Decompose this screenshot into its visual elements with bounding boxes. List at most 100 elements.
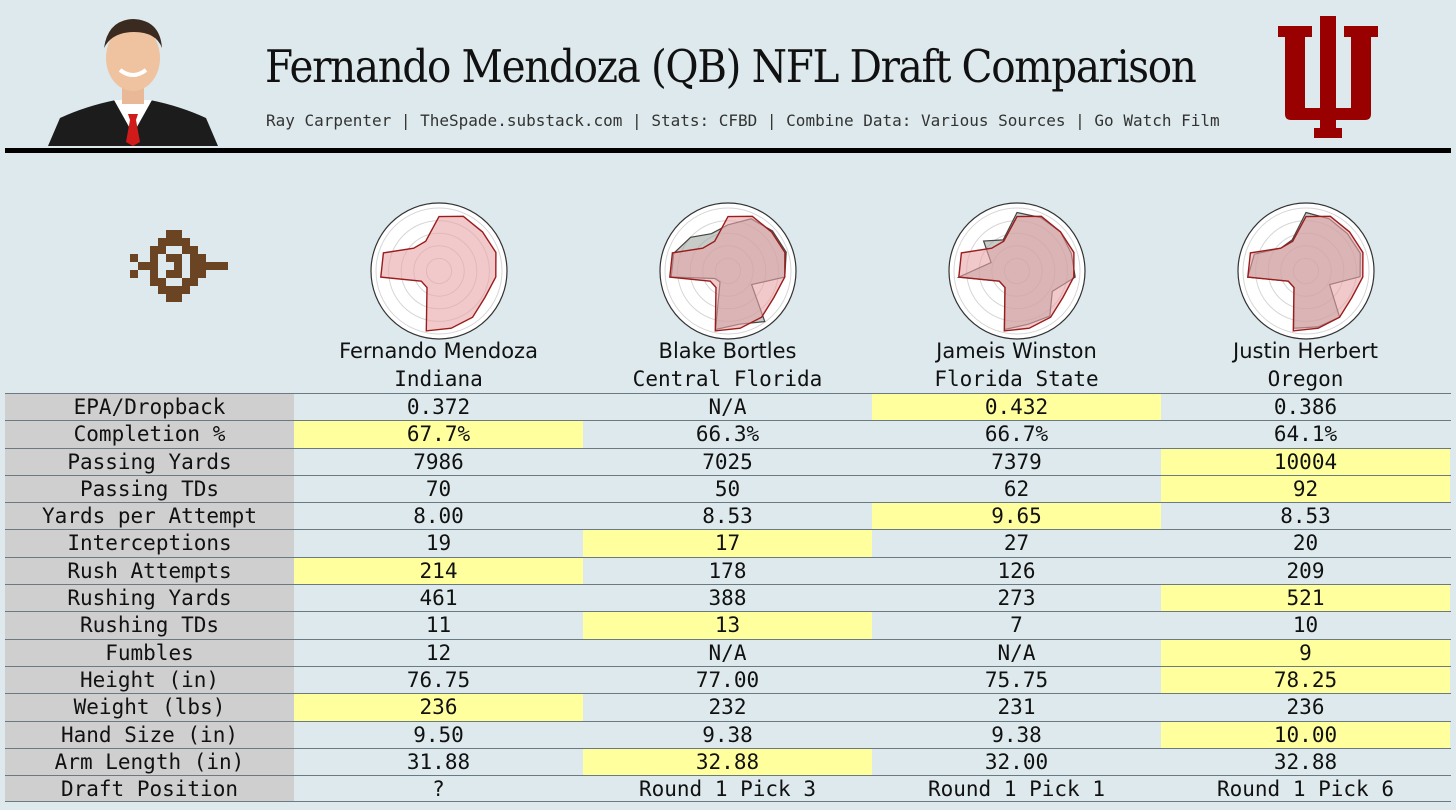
player-header: Fernando Mendoza Indiana [294, 338, 583, 393]
radar-chart [948, 202, 1086, 340]
row-label: Rushing Yards [5, 585, 294, 612]
radar-grid-ring [664, 207, 792, 335]
table-cell: N/A [708, 640, 747, 665]
player-name: Justin Herbert [1233, 339, 1378, 363]
table-cell: 236 [1286, 695, 1325, 720]
table-cell: Round 1 Pick 1 [927, 777, 1105, 802]
table-cell: 32.88 [1273, 749, 1338, 774]
page-subtitle: Ray Carpenter | TheSpade.substack.com | … [266, 111, 1220, 130]
radar-chart [370, 202, 508, 340]
row-label: Rushing TDs [5, 612, 294, 639]
table-cell: 10 [1292, 613, 1319, 638]
row-label: Passing Yards [5, 448, 294, 475]
table-row: Hand Size (in) 9.50 9.38 9.38 10.00 [5, 720, 1451, 748]
player-school: Indiana [394, 366, 483, 391]
table-cell: 126 [997, 558, 1036, 583]
row-label: Hand Size (in) [5, 721, 294, 748]
radar-mendoza-area [958, 215, 1075, 332]
table-row: Arm Length (in) 31.88 32.88 32.00 32.88 [5, 747, 1451, 776]
row-label: Passing TDs [5, 475, 294, 503]
player-header: Justin Herbert Oregon [1161, 338, 1450, 393]
table-cell-best: 17 [583, 530, 872, 557]
row-label: Completion % [5, 421, 294, 448]
table-cell: 209 [1286, 558, 1325, 583]
table-cell: 7025 [702, 449, 753, 474]
table-cell-best: 92 [1161, 475, 1450, 503]
row-label: Yards per Attempt [5, 503, 294, 530]
table-row: EPA/Dropback 0.372 N/A 0.432 0.386 [5, 393, 1451, 421]
table-cell: Round 1 Pick 3 [638, 777, 816, 802]
table-cell: 9.50 [413, 722, 464, 747]
table-cell: 388 [708, 586, 747, 611]
table-cell: 232 [708, 695, 747, 720]
table-cell: 32.00 [984, 749, 1049, 774]
table-cell: 27 [1003, 531, 1030, 556]
radar-mendoza-area [669, 215, 786, 332]
table-cell-best: 67.7% [294, 421, 583, 448]
table-row: Height (in) 76.75 77.00 75.75 78.25 [5, 665, 1451, 694]
table-row: Yards per Attempt 8.00 8.53 9.65 8.53 [5, 502, 1451, 530]
player-name: Blake Bortles [658, 339, 797, 363]
table-cell: 12 [425, 640, 452, 665]
table-cell-best: 13 [583, 612, 872, 639]
radar-grid-ring [375, 207, 503, 335]
table-cell: 0.386 [1273, 395, 1338, 419]
table-cell: 50 [714, 476, 741, 501]
table-cell-best: 10004 [1161, 448, 1450, 475]
table-cell-best: 214 [294, 557, 583, 585]
table-cell-best: 9 [1161, 639, 1450, 666]
radar-grid-ring [1242, 207, 1370, 335]
table-cell-best: 236 [294, 694, 583, 721]
table-row: Passing TDs 70 50 62 92 [5, 474, 1451, 503]
table-cell: 76.75 [406, 667, 471, 692]
table-row: Weight (lbs) 236 232 231 236 [5, 693, 1451, 721]
table-row: Passing Yards 7986 7025 7379 10004 [5, 447, 1451, 475]
table-cell: 31.88 [406, 749, 471, 774]
table-cell: 9.38 [991, 722, 1042, 747]
table-row: Draft Position? Round 1 Pick 3 Round 1 Pic… [5, 775, 1451, 803]
header-divider [5, 148, 1451, 153]
radar-grid-ring [953, 207, 1081, 335]
table-cell: N/A [708, 395, 747, 419]
row-label: Height (in) [5, 666, 294, 694]
table-cell-best: 9.65 [872, 503, 1161, 530]
radar-chart [1237, 202, 1375, 340]
row-label: Interceptions [5, 530, 294, 557]
page-title: Fernando Mendoza (QB) NFL Draft Comparis… [265, 40, 1197, 93]
table-cell: 273 [997, 586, 1036, 611]
player-header: Blake Bortles Central Florida [583, 338, 872, 393]
spade-logo-icon [130, 230, 228, 302]
table-cell: 77.00 [695, 667, 760, 692]
table-cell: 8.53 [702, 504, 753, 529]
table-cell: 19 [425, 531, 452, 556]
table-row: Interceptions 19 17 27 20 [5, 529, 1451, 557]
table-cell-best: 10.00 [1161, 721, 1450, 748]
table-cell: 11 [425, 613, 452, 638]
table-cell: 7379 [991, 449, 1042, 474]
row-label: Weight (lbs) [5, 694, 294, 721]
table-cell: 62 [1003, 476, 1030, 501]
table-cell: 20 [1292, 531, 1319, 556]
table-cell: 231 [997, 695, 1036, 720]
table-cell: 8.00 [413, 504, 464, 529]
table-cell: Round 1 Pick 6 [1216, 777, 1394, 802]
player-school: Central Florida [632, 366, 823, 391]
table-row: Completion % 67.7% 66.3% 66.7% 64.1% [5, 420, 1451, 448]
radar-chart [659, 202, 797, 340]
table-row: Rushing TDs 11 13 7 10 [5, 611, 1451, 639]
player-school: Oregon [1267, 366, 1344, 391]
table-cell: 66.3% [695, 422, 760, 447]
table-cell-best: 521 [1161, 585, 1450, 612]
table-cell: N/A [997, 640, 1036, 665]
table-cell: 7986 [413, 449, 464, 474]
table-cell-best: 0.432 [872, 394, 1161, 421]
table-cell: 461 [419, 586, 458, 611]
player-header: Jameis Winston Florida State [872, 338, 1161, 393]
table-row: Fumbles 12 N/A N/A 9 [5, 638, 1451, 666]
table-cell: 178 [708, 558, 747, 583]
table-cell: 64.1% [1273, 422, 1338, 447]
table-cell: 8.53 [1280, 504, 1331, 529]
radar-mendoza-area [1247, 215, 1364, 332]
row-label: Rush Attempts [5, 557, 294, 585]
stats-table: EPA/Dropback 0.372 N/A 0.432 0.386 Completion… [5, 393, 1451, 803]
